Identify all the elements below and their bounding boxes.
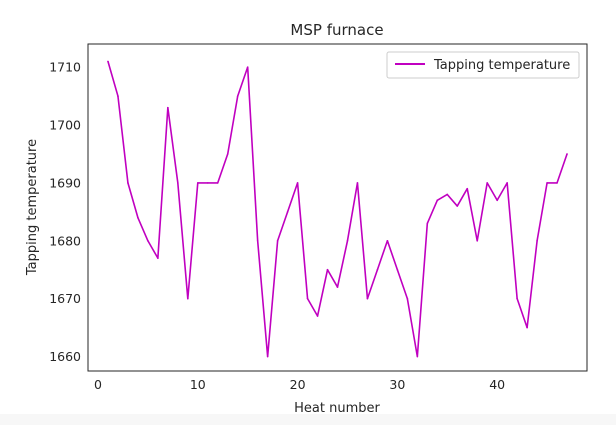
legend-box	[386, 51, 580, 79]
data-point	[426, 222, 429, 225]
data-point	[566, 153, 568, 155]
data-point	[236, 95, 239, 97]
data-point	[246, 66, 249, 68]
y-tick-label: 1680	[49, 233, 81, 248]
data-point	[306, 297, 309, 300]
data-point	[446, 193, 449, 196]
data-point	[167, 106, 169, 109]
x-tick-label: 10	[190, 377, 206, 392]
plot-content: 0 10 20 30 40 1660 1670 1680 1690 1700 1710	[49, 60, 568, 392]
data-point	[376, 268, 379, 271]
data-point	[196, 182, 199, 184]
data-point	[356, 182, 359, 184]
data-point	[476, 239, 479, 242]
data-point	[326, 268, 329, 271]
data-point	[256, 239, 259, 242]
data-point	[187, 297, 189, 300]
data-point	[266, 355, 269, 358]
data-point	[366, 297, 369, 300]
data-point	[506, 182, 508, 184]
data-point	[147, 239, 149, 242]
data-point	[137, 216, 139, 219]
x-tick-label: 40	[489, 377, 505, 392]
y-tick-label: 1670	[49, 291, 81, 306]
data-point	[486, 182, 489, 184]
data-point	[456, 205, 459, 207]
data-point	[396, 268, 399, 271]
legend: Tapping temperature	[386, 51, 580, 79]
data-point	[436, 199, 439, 202]
data-point	[556, 182, 558, 184]
plot-frame	[87, 43, 588, 372]
data-point	[416, 355, 419, 358]
data-point	[466, 187, 469, 190]
data-point	[206, 182, 209, 184]
data-point	[296, 182, 299, 184]
data-point	[346, 239, 349, 242]
data-point	[526, 326, 528, 329]
data-point	[276, 239, 279, 242]
data-point	[336, 286, 339, 288]
x-axis-title: Heat number	[294, 401, 380, 416]
data-point	[107, 60, 109, 63]
x-tick-label: 30	[389, 377, 405, 392]
chart-title: MSP furnace	[290, 21, 383, 39]
y-tick-label: 1660	[49, 349, 81, 364]
data-point	[536, 239, 538, 242]
y-tick-label: 1710	[49, 60, 81, 75]
data-point	[406, 297, 409, 300]
data-point	[226, 153, 229, 155]
y-tick-label: 1700	[49, 118, 81, 133]
x-tick-label: 20	[290, 377, 306, 392]
data-point	[516, 297, 518, 300]
data-point	[177, 182, 179, 184]
data-point	[386, 239, 389, 242]
y-tick-label: 1690	[49, 175, 81, 190]
data-point	[316, 315, 319, 317]
x-tick-label: 0	[94, 377, 102, 392]
data-point	[216, 182, 219, 184]
legend-label: Tapping temperature	[433, 58, 570, 73]
y-axis-title: Tapping temperature	[25, 139, 40, 276]
data-point	[496, 199, 498, 202]
data-point	[546, 182, 548, 184]
data-point	[286, 211, 289, 213]
data-point	[127, 182, 129, 184]
data-point	[157, 257, 159, 259]
bottom-strip	[0, 414, 616, 425]
data-point	[117, 95, 119, 97]
